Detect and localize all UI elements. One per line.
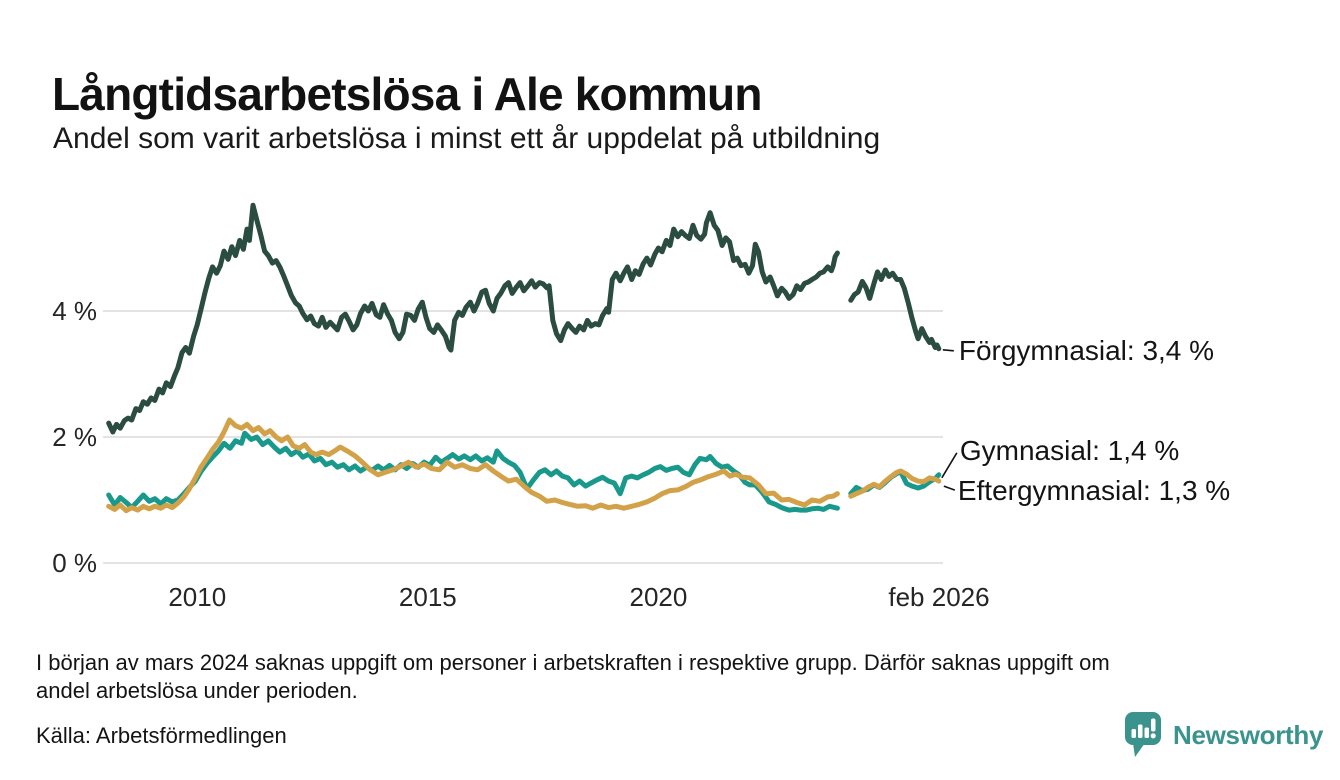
series-line-eftergymnasial: [848, 468, 942, 499]
page-title: Långtidsarbetslösa i Ale kommun: [52, 67, 762, 120]
label-leader-line: [941, 452, 958, 479]
y-axis-tick-label: 0 %: [52, 548, 97, 578]
series-line-gymnasial: [106, 430, 840, 513]
source-label: Källa: Arbetsförmedlingen: [36, 723, 287, 748]
newsworthy-logo[interactable]: Newsworthy: [1124, 711, 1323, 759]
x-axis-tick-label: 2020: [629, 582, 688, 612]
chart-subtitle: Andel som varit arbetslösa i minst ett å…: [53, 122, 881, 155]
y-axis-tick-label: 2 %: [52, 422, 97, 452]
series-end-label-gymnasial: Gymnasial: 1,4 %: [959, 434, 1180, 466]
newsworthy-wordmark: Newsworthy: [1173, 720, 1324, 750]
newsworthy-icon: [1125, 712, 1161, 757]
series-line-förgymnasial: [106, 202, 840, 435]
y-axis-tick-label: 4 %: [52, 296, 97, 326]
series-end-label-förgymnasial: Förgymnasial: 3,4 %: [958, 334, 1215, 366]
footnote-line-2: andel arbetslösa under perioden.: [36, 678, 358, 703]
series-line-förgymnasial: [848, 267, 942, 352]
footnote: I början av mars 2024 saknas uppgift om …: [36, 649, 1110, 705]
x-axis-tick-label: feb 2026: [888, 582, 990, 612]
series-end-label-eftergymnasial: Eftergymnasial: 1,3 %: [957, 475, 1231, 507]
x-axis-tick-label: 2010: [168, 582, 227, 612]
footnote-line-1: I början av mars 2024 saknas uppgift om …: [36, 650, 1110, 675]
x-axis-tick-label: 2015: [398, 582, 457, 612]
label-leader-line: [942, 349, 954, 352]
series-line-eftergymnasial: [106, 417, 840, 514]
label-leader-line: [943, 485, 956, 491]
